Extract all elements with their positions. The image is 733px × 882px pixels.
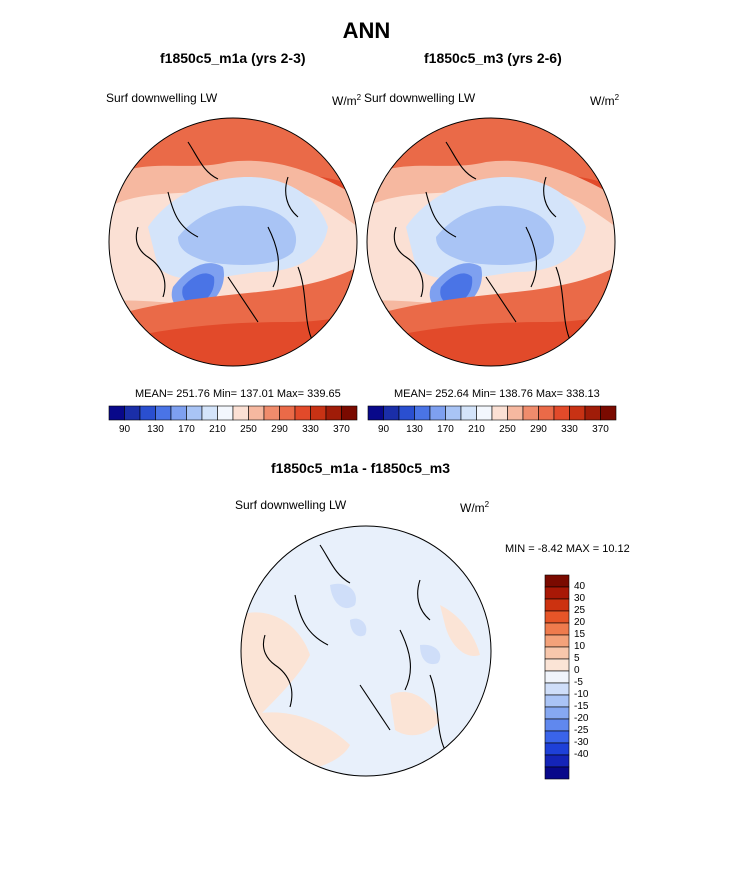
colorbar-tick-label: 30 (574, 593, 586, 604)
right-units-label: W/m2 (590, 93, 620, 108)
colorbar-swatch (544, 658, 570, 672)
right-panel-title: f1850c5_m3 (yrs 2-6) (424, 50, 562, 66)
colorbar-swatch (584, 405, 601, 421)
colorbar-swatch (553, 405, 570, 421)
right-stats: MEAN= 252.64 Min= 138.76 Max= 338.13 (394, 388, 600, 400)
colorbar-tick-label: 5 (574, 653, 580, 664)
right-variable-label: Surf downwelling LW (364, 91, 476, 105)
colorbar-tick-label: 90 (377, 424, 390, 435)
colorbar-swatch (544, 670, 570, 684)
colorbar-tick-label: 25 (574, 605, 586, 616)
colorbar-swatch (544, 754, 570, 768)
colorbar-swatch (248, 405, 265, 421)
colorbar-tick-label: 130 (147, 424, 164, 435)
colorbar-swatch (155, 405, 172, 421)
colorbar-swatch (186, 405, 203, 421)
left-panel-title: f1850c5_m1a (yrs 2-3) (160, 50, 306, 66)
colorbar-swatch (325, 405, 342, 421)
left-polar-map (108, 117, 358, 367)
colorbar-swatch (476, 405, 493, 421)
colorbar-swatch (544, 610, 570, 624)
colorbar-swatch (544, 730, 570, 744)
colorbar-tick-label: -5 (574, 677, 583, 688)
colorbar-swatch (341, 405, 358, 421)
colorbar-tick-label: 330 (302, 424, 319, 435)
colorbar-swatch (201, 405, 218, 421)
diff-stats: MIN = -8.42 MAX = 10.12 (505, 543, 630, 555)
colorbar-swatch (263, 405, 280, 421)
colorbar-swatch (491, 405, 508, 421)
colorbar-tick-label: 10 (574, 641, 586, 652)
colorbar-swatch (544, 646, 570, 660)
colorbar-swatch (398, 405, 415, 421)
colorbar-swatch (445, 405, 462, 421)
colorbar-tick-label: 170 (178, 424, 195, 435)
colorbar-swatch (383, 405, 400, 421)
colorbar-swatch (232, 405, 249, 421)
colorbar-tick-label: 130 (406, 424, 423, 435)
colorbar-tick-label: 90 (118, 424, 131, 435)
colorbar-tick-label: 0 (574, 665, 580, 676)
colorbar-swatch (522, 405, 539, 421)
colorbar-swatch (294, 405, 311, 421)
colorbar-swatch (544, 598, 570, 612)
right-polar-map (366, 117, 616, 367)
colorbar-tick-label: -15 (574, 701, 589, 712)
colorbar-swatch (544, 574, 570, 588)
colorbar-tick-label: 370 (333, 424, 350, 435)
colorbar-swatch (544, 634, 570, 648)
colorbar-swatch (569, 405, 586, 421)
colorbar-tick-label: 15 (574, 629, 586, 640)
diff-colorbar (544, 574, 570, 780)
colorbar-tick-label: 330 (561, 424, 578, 435)
colorbar-swatch (124, 405, 141, 421)
colorbar-swatch (170, 405, 187, 421)
colorbar-tick-label: -40 (574, 749, 589, 760)
left-stats: MEAN= 251.76 Min= 137.01 Max= 339.65 (135, 388, 341, 400)
colorbar-tick-label: -10 (574, 689, 589, 700)
colorbar-swatch (544, 622, 570, 636)
colorbar-swatch (600, 405, 617, 421)
right-colorbar (367, 405, 617, 421)
colorbar-swatch (538, 405, 555, 421)
left-units-label: W/m2 (332, 93, 362, 108)
colorbar-tick-label: 290 (530, 424, 547, 435)
colorbar-swatch (108, 405, 125, 421)
colorbar-tick-label: 210 (468, 424, 485, 435)
colorbar-swatch (460, 405, 477, 421)
colorbar-swatch (544, 706, 570, 720)
colorbar-swatch (429, 405, 446, 421)
colorbar-tick-label: 20 (574, 617, 586, 628)
colorbar-swatch (544, 586, 570, 600)
colorbar-swatch (544, 742, 570, 756)
colorbar-tick-label: 250 (499, 424, 516, 435)
colorbar-tick-label: 250 (240, 424, 257, 435)
left-variable-label: Surf downwelling LW (106, 91, 218, 105)
diff-units-label: W/m2 (460, 500, 490, 515)
colorbar-tick-label: -20 (574, 713, 589, 724)
colorbar-swatch (217, 405, 234, 421)
left-colorbar (108, 405, 358, 421)
colorbar-swatch (367, 405, 384, 421)
colorbar-swatch (544, 718, 570, 732)
colorbar-tick-label: 40 (574, 581, 586, 592)
colorbar-swatch (507, 405, 524, 421)
diff-variable-label: Surf downwelling LW (235, 498, 347, 512)
colorbar-swatch (544, 766, 570, 780)
figure-title: ANN (342, 18, 391, 43)
colorbar-tick-label: -25 (574, 725, 589, 736)
colorbar-tick-label: 370 (592, 424, 609, 435)
colorbar-swatch (544, 694, 570, 708)
colorbar-swatch (544, 682, 570, 696)
colorbar-tick-label: 170 (437, 424, 454, 435)
colorbar-tick-label: -30 (574, 737, 589, 748)
diff-panel-title: f1850c5_m1a - f1850c5_m3 (271, 460, 451, 476)
colorbar-tick-label: 290 (271, 424, 288, 435)
colorbar-swatch (310, 405, 327, 421)
colorbar-swatch (279, 405, 296, 421)
diff-polar-map (240, 525, 492, 777)
colorbar-swatch (414, 405, 431, 421)
colorbar-swatch (139, 405, 156, 421)
colorbar-tick-label: 210 (209, 424, 226, 435)
